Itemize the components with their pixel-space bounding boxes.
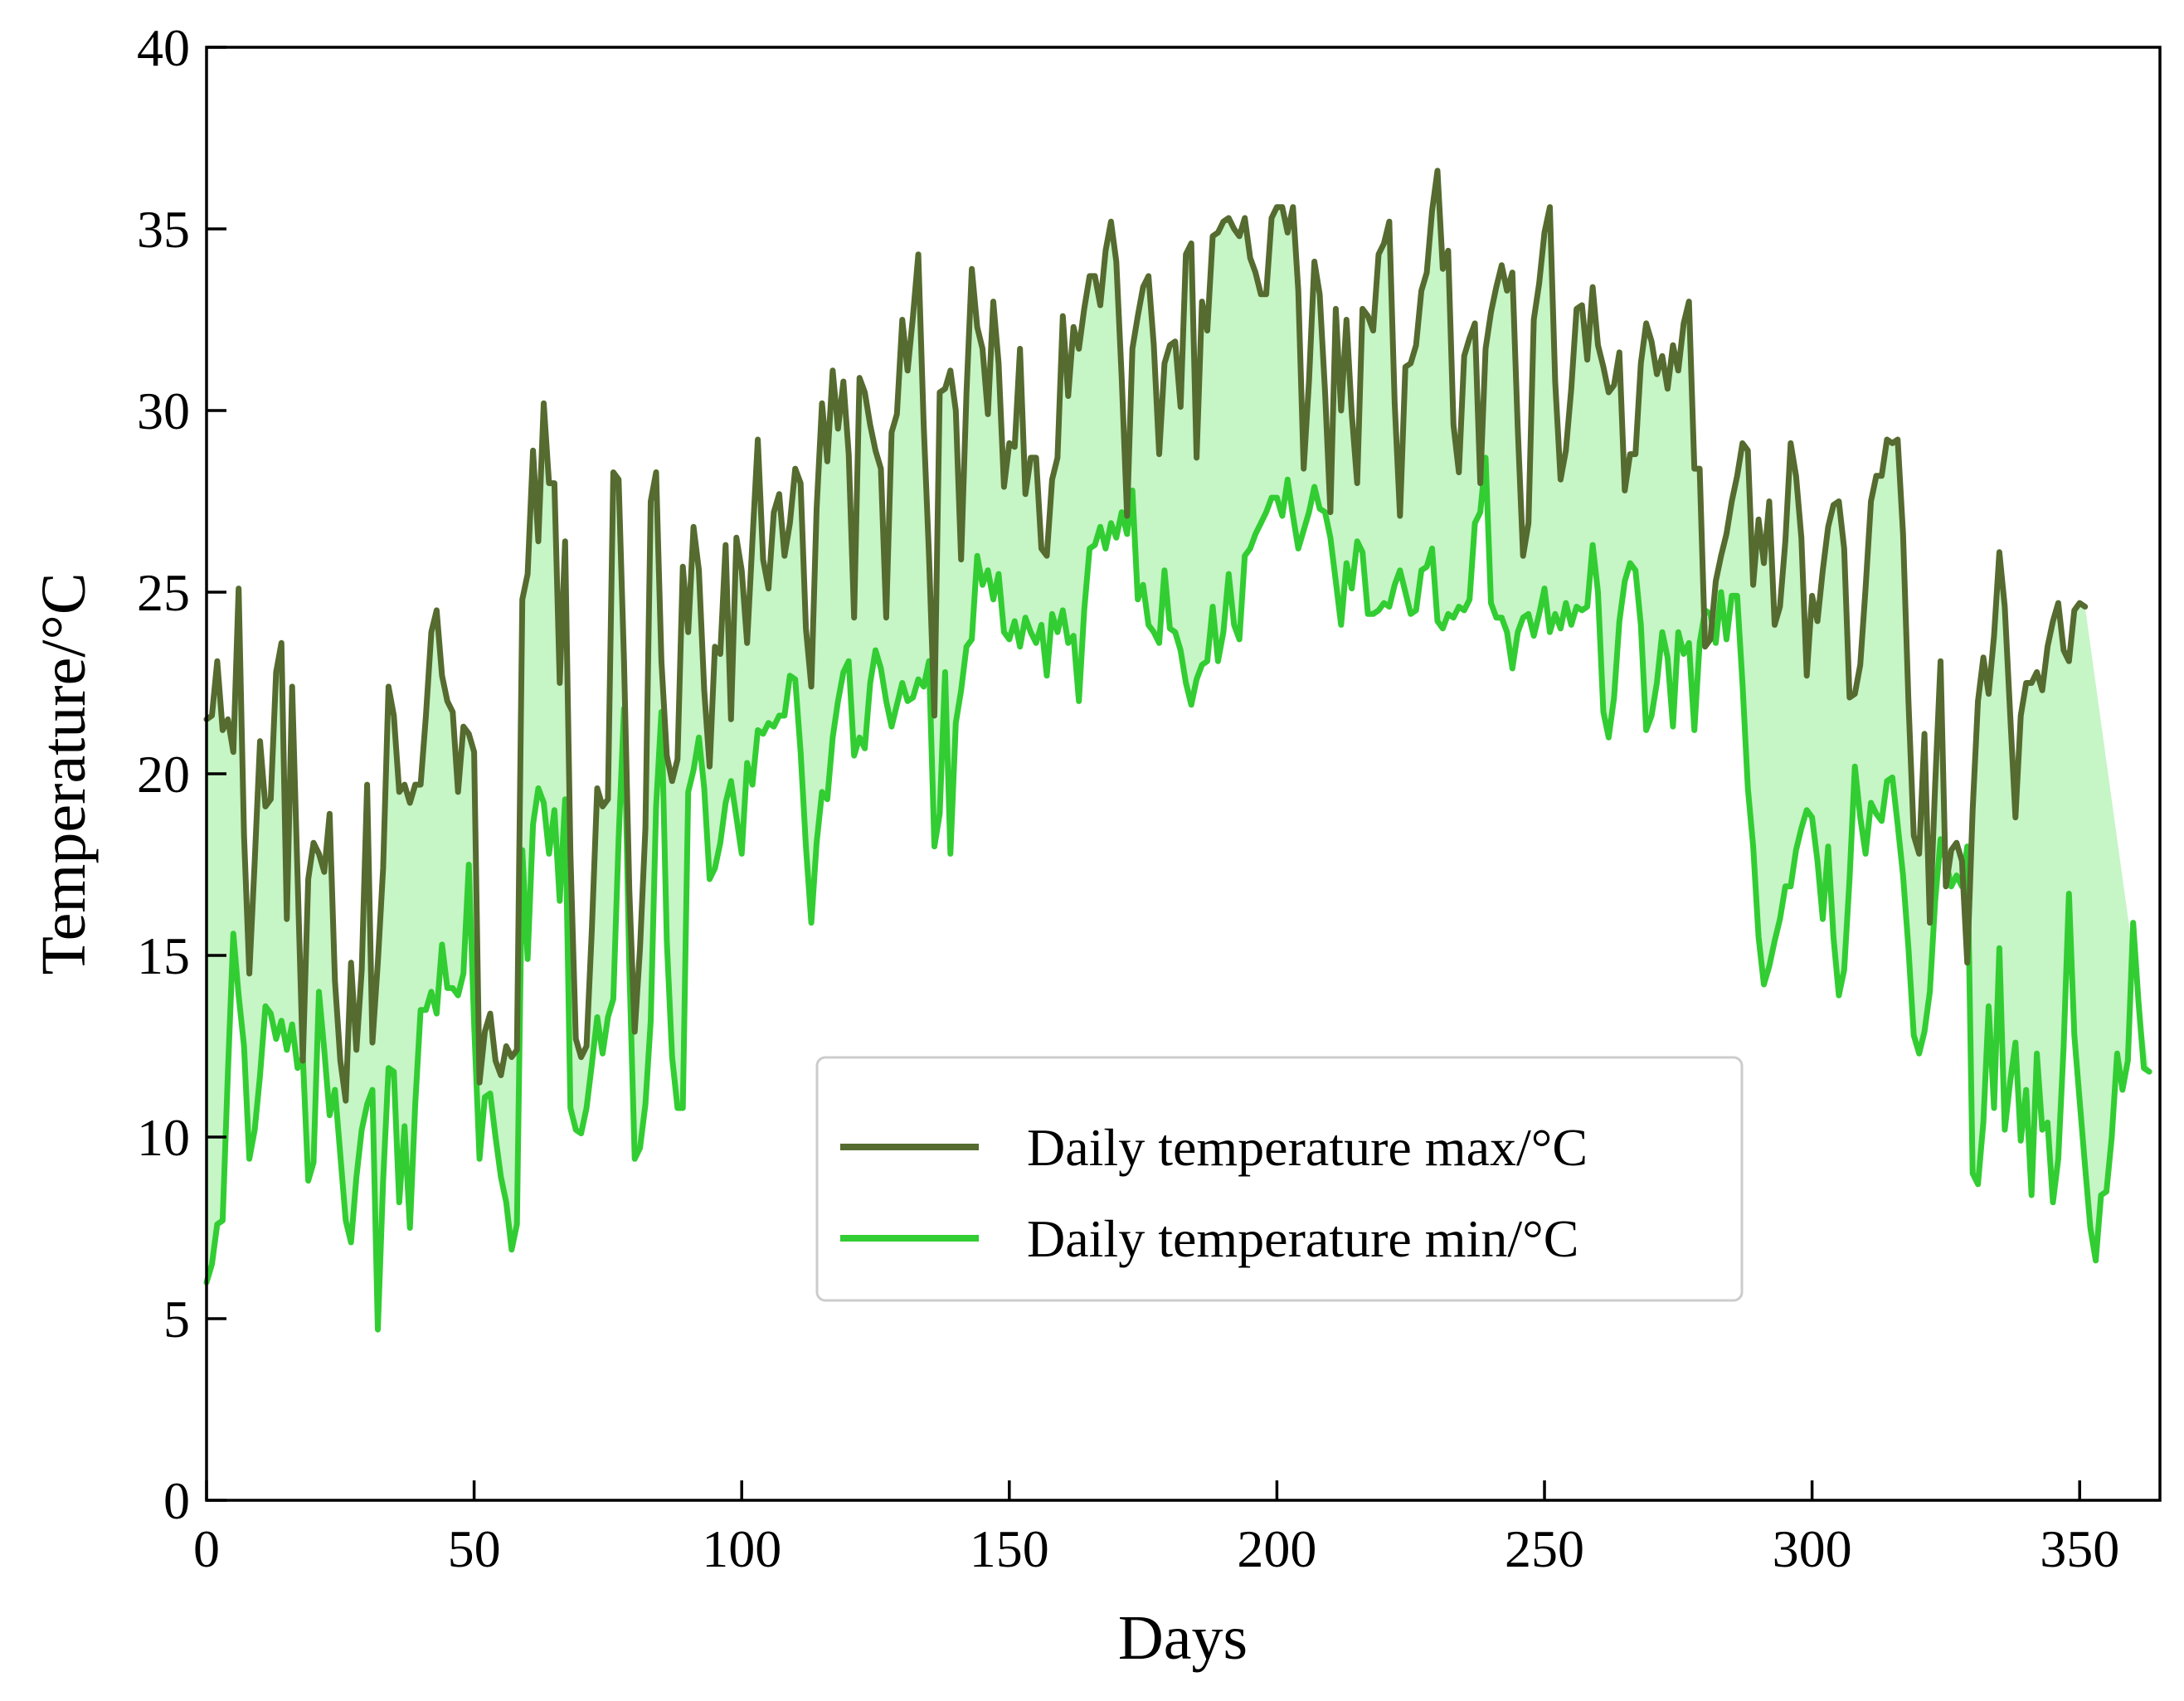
y-tick-label: 0 bbox=[163, 1471, 190, 1530]
series-line-min bbox=[203, 454, 2152, 1333]
y-tick-label: 20 bbox=[137, 745, 190, 804]
y-tick-label: 5 bbox=[163, 1290, 190, 1349]
y-tick-label: 35 bbox=[137, 200, 190, 259]
x-tick-label: 200 bbox=[1237, 1519, 1316, 1578]
legend-box bbox=[815, 1056, 1744, 1302]
y-axis-ticks: 0 5 10 15 20 25 30 35 40 bbox=[137, 18, 226, 1530]
fill-between-area bbox=[207, 170, 2150, 1330]
x-axis-ticks: 0 50 100 150 200 250 300 350 bbox=[193, 1480, 2119, 1578]
x-tick-label: 50 bbox=[448, 1519, 501, 1578]
series-line-max bbox=[203, 168, 2089, 1104]
legend-label-max: Daily temperature max/°C bbox=[1027, 1118, 1588, 1177]
y-tick-label: 25 bbox=[137, 563, 190, 622]
x-tick-label: 150 bbox=[970, 1519, 1049, 1578]
x-axis-title: Days bbox=[1118, 1603, 1248, 1673]
x-tick-label: 0 bbox=[193, 1519, 220, 1578]
y-tick-label: 15 bbox=[137, 926, 190, 985]
max-min-fill-area bbox=[207, 170, 2150, 1330]
x-tick-label: 100 bbox=[702, 1519, 781, 1578]
y-tick-label: 40 bbox=[137, 18, 190, 77]
y-tick-label: 10 bbox=[137, 1108, 190, 1167]
y-axis-title: Temperature/°C bbox=[29, 572, 99, 974]
x-tick-label: 350 bbox=[2040, 1519, 2119, 1578]
legend: Daily temperature max/°C Daily temperatu… bbox=[815, 1056, 1744, 1302]
series-lines bbox=[203, 168, 2152, 1333]
legend-label-min: Daily temperature min/°C bbox=[1027, 1209, 1578, 1268]
x-tick-label: 300 bbox=[1773, 1519, 1852, 1578]
x-tick-label: 250 bbox=[1505, 1519, 1584, 1578]
y-tick-label: 30 bbox=[137, 382, 190, 440]
